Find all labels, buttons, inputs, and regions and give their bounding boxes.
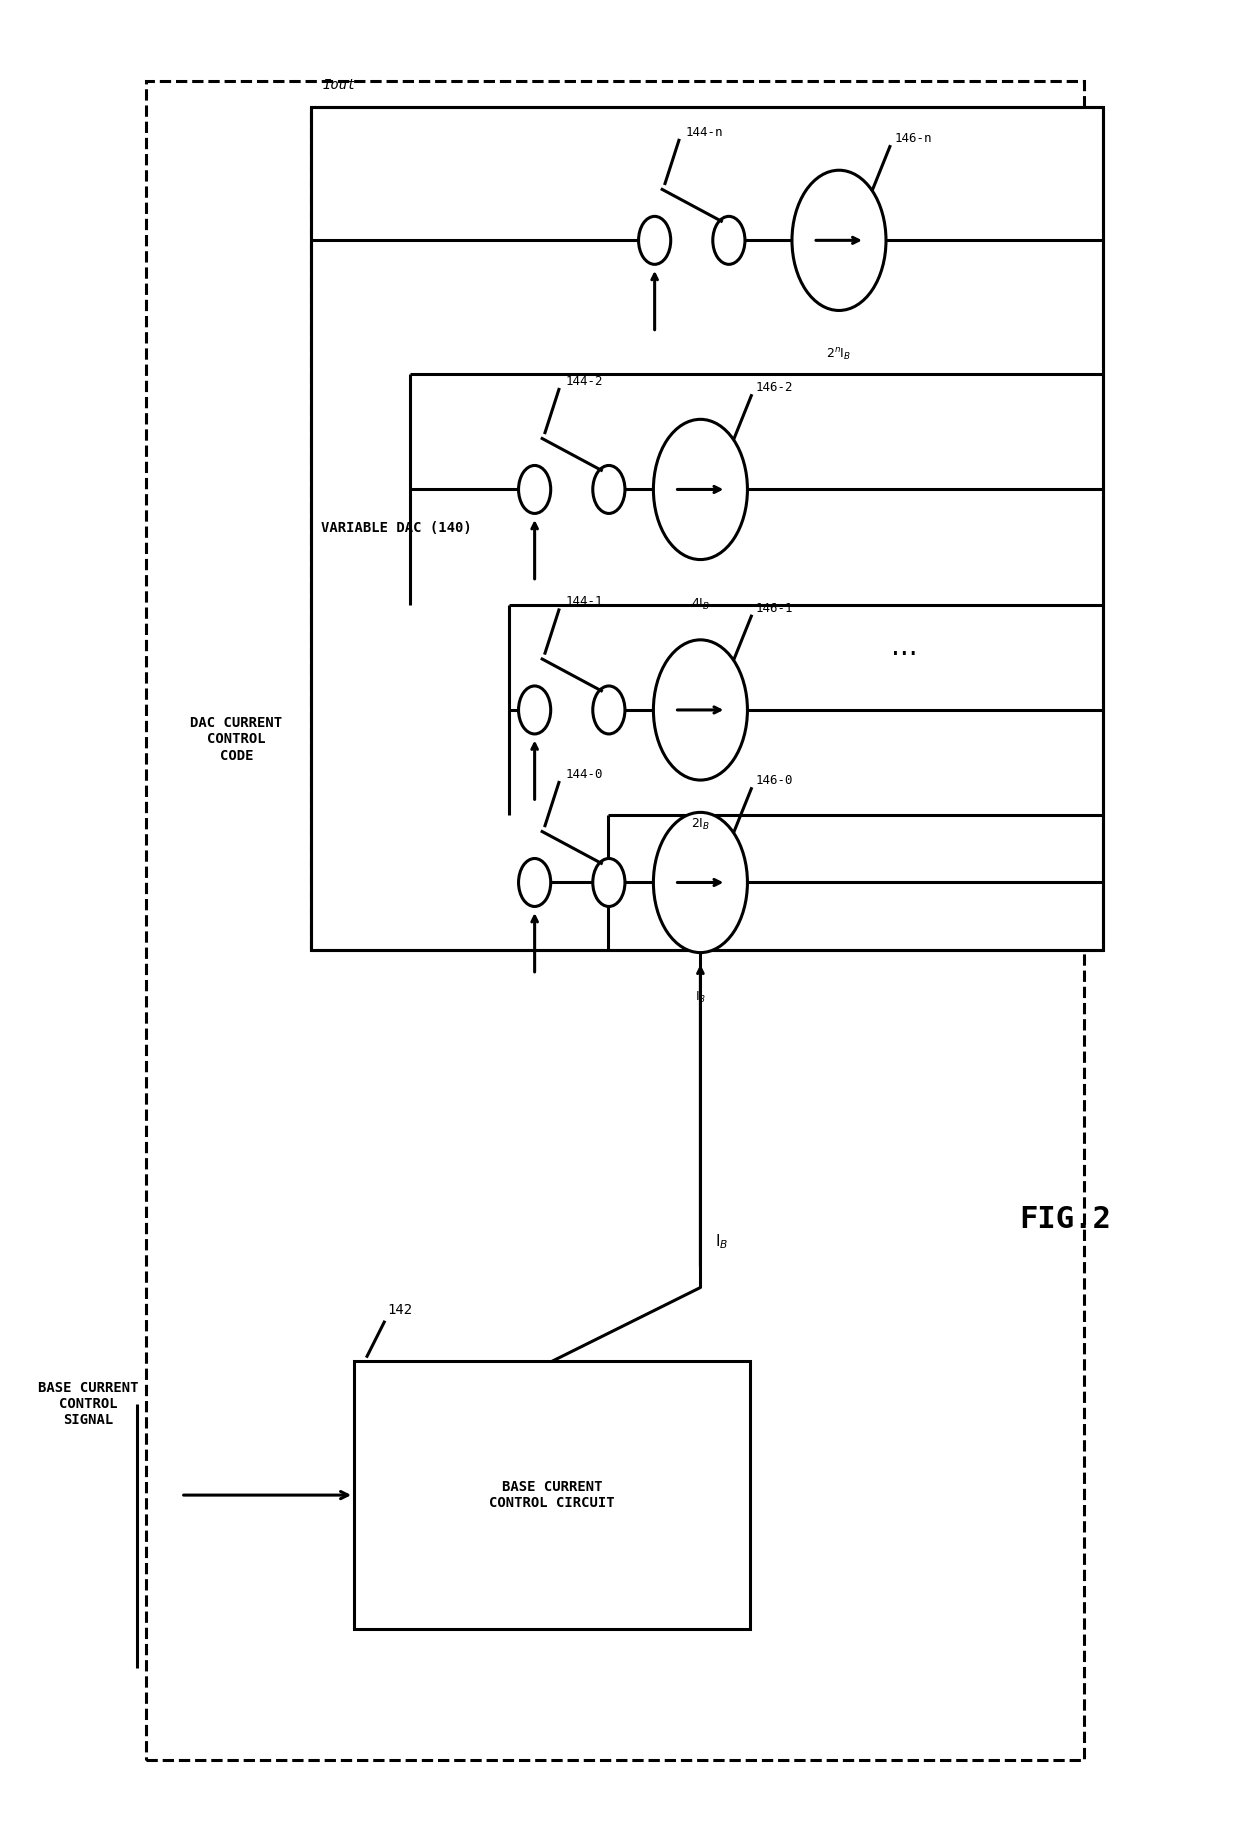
Bar [353, 1362, 750, 1628]
Circle shape [653, 419, 748, 560]
Circle shape [593, 859, 625, 907]
Circle shape [653, 813, 748, 952]
Bar [311, 107, 1102, 950]
Circle shape [593, 686, 625, 734]
Text: 2$^n$I$_B$: 2$^n$I$_B$ [826, 347, 852, 364]
Text: BASE CURRENT
CONTROL CIRCUIT: BASE CURRENT CONTROL CIRCUIT [489, 1480, 615, 1510]
Text: VARIABLE DAC (140): VARIABLE DAC (140) [321, 521, 471, 536]
Text: ...: ... [892, 634, 918, 662]
Text: FIG.2: FIG.2 [1019, 1205, 1111, 1234]
Circle shape [713, 216, 745, 264]
Text: BASE CURRENT
CONTROL
SIGNAL: BASE CURRENT CONTROL SIGNAL [37, 1380, 138, 1427]
Text: 4I$_B$: 4I$_B$ [691, 597, 711, 612]
Text: Iout: Iout [324, 78, 357, 92]
Text: 144-n: 144-n [686, 126, 723, 139]
Circle shape [518, 686, 551, 734]
Circle shape [518, 859, 551, 907]
Text: 146-0: 146-0 [755, 774, 794, 787]
Circle shape [518, 466, 551, 514]
Text: 144-0: 144-0 [565, 769, 603, 782]
Text: DAC CURRENT
CONTROL
CODE: DAC CURRENT CONTROL CODE [191, 717, 283, 763]
Text: 142: 142 [387, 1303, 413, 1318]
Text: 146-2: 146-2 [755, 381, 794, 394]
Text: 144-2: 144-2 [565, 375, 603, 388]
Text: 144-1: 144-1 [565, 595, 603, 608]
Bar [146, 81, 1084, 1759]
Text: 2I$_B$: 2I$_B$ [691, 817, 711, 832]
Text: 146-1: 146-1 [755, 602, 794, 615]
Text: 146-n: 146-n [894, 131, 931, 146]
Circle shape [792, 170, 887, 310]
Circle shape [639, 216, 671, 264]
Circle shape [593, 466, 625, 514]
Circle shape [653, 639, 748, 780]
Text: I$_B$: I$_B$ [715, 1233, 729, 1251]
Text: I$_B$: I$_B$ [694, 989, 706, 1005]
